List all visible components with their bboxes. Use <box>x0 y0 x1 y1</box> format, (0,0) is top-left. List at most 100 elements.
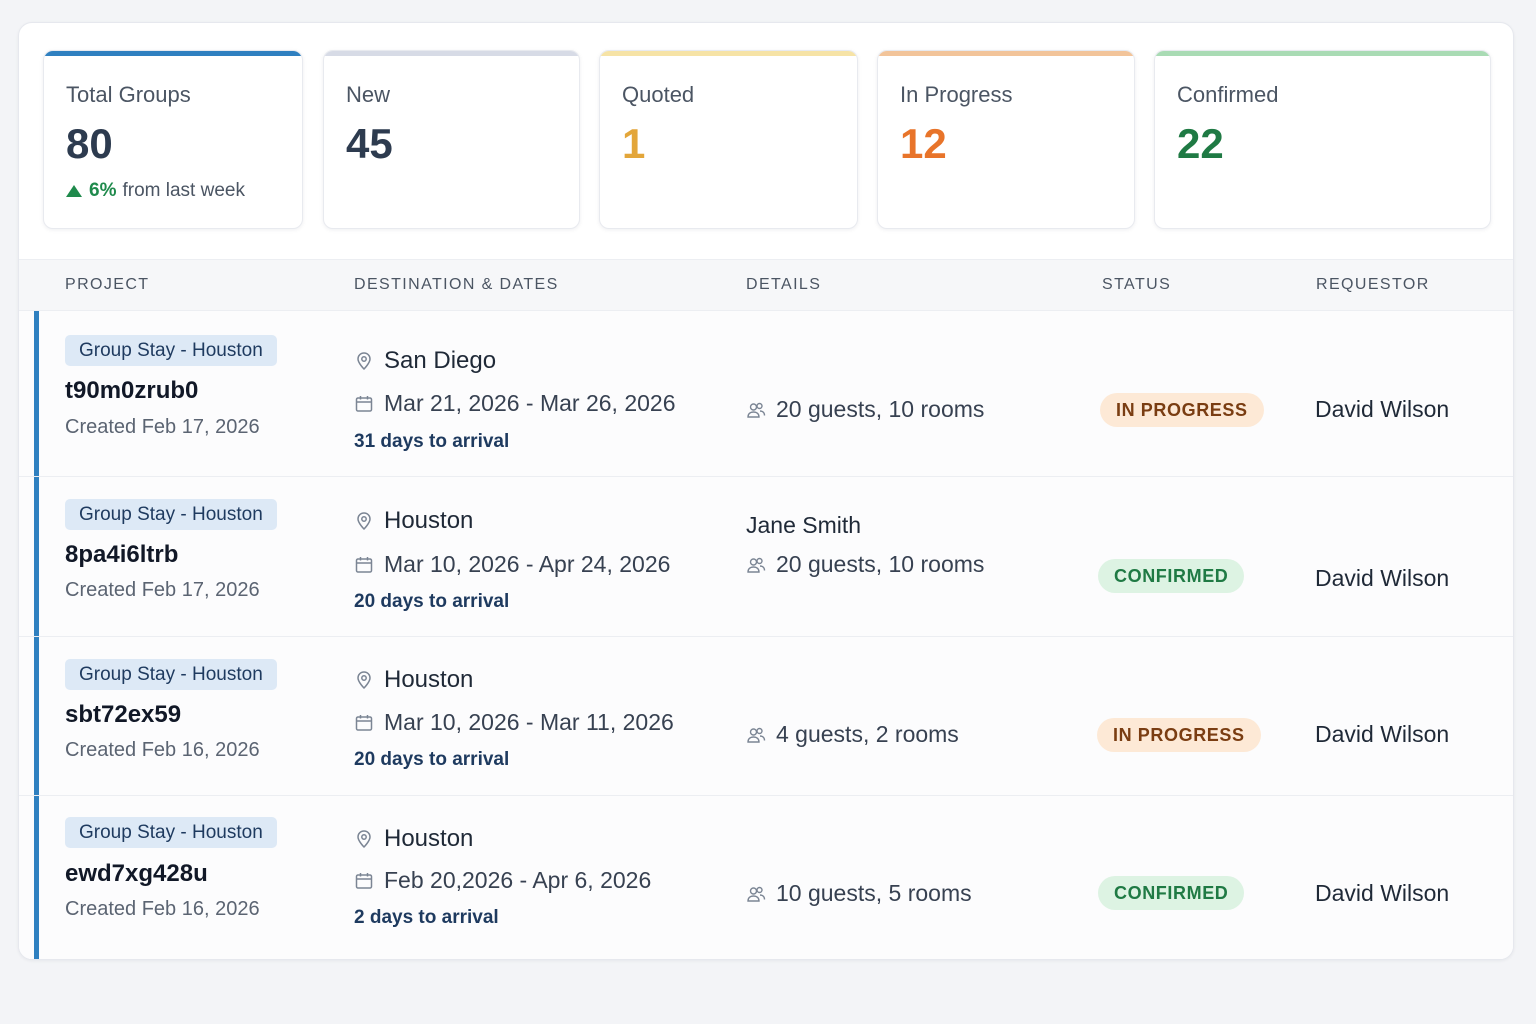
created-date: Created Feb 16, 2026 <box>65 898 260 920</box>
destination-name: Houston <box>384 825 474 852</box>
destination-name: Houston <box>384 666 474 693</box>
guests-icon <box>747 886 766 902</box>
requestor-name: David Wilson <box>1315 565 1450 591</box>
project-tag: Group Stay - Houston <box>65 659 277 690</box>
calendar-icon <box>355 395 373 412</box>
contact-name: Jane Smith <box>746 512 862 538</box>
stats-cards: Total Groups 80 6% from last week New 45… <box>19 23 1513 259</box>
stat-card-new[interactable]: New 45 <box>323 50 580 229</box>
date-range: Mar 21, 2026 - Mar 26, 2026 <box>354 390 676 417</box>
header-requestor[interactable]: REQUESTOR <box>1316 276 1430 293</box>
stat-label: Quoted <box>622 82 695 107</box>
project-tag: Group Stay - Houston <box>65 499 277 530</box>
project-id[interactable]: ewd7xg428u <box>65 860 208 887</box>
guests-icon <box>747 557 766 573</box>
guests-icon <box>747 727 766 743</box>
header-destination[interactable]: DESTINATION & DATES <box>354 276 559 293</box>
stat-value: 1 <box>622 120 646 167</box>
date-range: Feb 20,2026 - Apr 6, 2026 <box>354 867 651 894</box>
location-pin-icon <box>357 830 371 849</box>
stat-card-total[interactable]: Total Groups 80 6% from last week <box>43 50 303 229</box>
stat-accent-bar <box>1155 51 1490 56</box>
location-pin-icon <box>357 512 371 531</box>
row-accent <box>34 796 39 959</box>
guest-details-text: 20 guests, 10 rooms <box>776 551 985 577</box>
table-header: PROJECT DESTINATION & DATES DETAILS STAT… <box>19 259 1513 311</box>
date-range-text: Mar 10, 2026 - Apr 24, 2026 <box>384 551 671 577</box>
guest-details: 20 guests, 10 rooms <box>746 396 984 423</box>
days-to-arrival: 20 days to arrival <box>354 749 510 770</box>
days-to-arrival: 20 days to arrival <box>354 591 510 612</box>
stat-value: 22 <box>1177 120 1224 167</box>
table-row[interactable]: Group Stay - Houston sbt72ex59 Created F… <box>19 637 1513 796</box>
stat-accent-bar <box>878 51 1134 56</box>
destination: Houston <box>354 666 473 694</box>
created-date: Created Feb 17, 2026 <box>65 416 260 438</box>
stat-value: 12 <box>900 120 947 167</box>
stat-value: 45 <box>346 120 393 167</box>
guest-details: 10 guests, 5 rooms <box>746 880 972 907</box>
date-range: Mar 10, 2026 - Mar 11, 2026 <box>354 709 674 736</box>
stat-card-confirmed[interactable]: Confirmed 22 <box>1154 50 1491 229</box>
requestor-name: David Wilson <box>1315 721 1450 747</box>
days-to-arrival: 2 days to arrival <box>354 907 499 928</box>
stat-card-in-progress[interactable]: In Progress 12 <box>877 50 1135 229</box>
guest-details: 20 guests, 10 rooms <box>746 551 984 578</box>
destination: San Diego <box>354 347 496 375</box>
destination-name: San Diego <box>384 347 497 374</box>
requestor-name: David Wilson <box>1315 880 1450 906</box>
date-range-text: Mar 10, 2026 - Mar 11, 2026 <box>384 709 674 735</box>
destination: Houston <box>354 825 473 853</box>
project-tag: Group Stay - Houston <box>65 335 277 366</box>
project-id[interactable]: 8pa4i6ltrb <box>65 541 179 568</box>
date-range: Mar 10, 2026 - Apr 24, 2026 <box>354 551 670 578</box>
header-details[interactable]: DETAILS <box>746 276 822 293</box>
location-pin-icon <box>357 671 371 690</box>
table-row[interactable]: Group Stay - Houston t90m0zrub0 Created … <box>19 311 1513 477</box>
trend-up-icon <box>66 185 82 197</box>
trend-percent: 6% <box>89 180 117 201</box>
groups-panel: Total Groups 80 6% from last week New 45… <box>18 22 1514 960</box>
date-range-text: Feb 20,2026 - Apr 6, 2026 <box>384 867 652 893</box>
destination: Houston <box>354 507 473 535</box>
header-project[interactable]: PROJECT <box>65 276 150 293</box>
stat-accent-bar <box>324 51 579 56</box>
table-row[interactable]: Group Stay - Houston 8pa4i6ltrb Created … <box>19 477 1513 637</box>
row-accent <box>34 637 39 795</box>
status-badge: CONFIRMED <box>1098 876 1245 910</box>
stat-trend: 6% from last week <box>66 180 245 202</box>
trend-text: from last week <box>122 180 245 201</box>
guest-details-text: 10 guests, 5 rooms <box>776 880 972 906</box>
project-id[interactable]: t90m0zrub0 <box>65 377 199 404</box>
table-row[interactable]: Group Stay - Houston ewd7xg428u Created … <box>19 796 1513 959</box>
stat-accent-bar <box>600 51 857 56</box>
guest-details-text: 20 guests, 10 rooms <box>776 396 985 422</box>
created-date: Created Feb 17, 2026 <box>65 579 260 601</box>
calendar-icon <box>355 714 373 731</box>
stat-label: New <box>346 82 391 107</box>
guest-details-text: 4 guests, 2 rooms <box>776 721 959 747</box>
header-status[interactable]: STATUS <box>1102 276 1172 293</box>
stat-accent-bar <box>44 51 302 56</box>
guests-icon <box>747 402 766 418</box>
stat-label: In Progress <box>900 82 1013 107</box>
status-badge: IN PROGRESS <box>1100 393 1264 427</box>
location-pin-icon <box>357 352 371 371</box>
date-range-text: Mar 21, 2026 - Mar 26, 2026 <box>384 390 676 416</box>
created-date: Created Feb 16, 2026 <box>65 739 260 761</box>
requestor-name: David Wilson <box>1315 396 1450 422</box>
calendar-icon <box>355 556 373 573</box>
project-id[interactable]: sbt72ex59 <box>65 701 182 728</box>
stat-label: Total Groups <box>66 82 191 107</box>
destination-name: Houston <box>384 507 474 534</box>
stat-value: 80 <box>66 120 113 167</box>
row-accent <box>34 477 39 636</box>
status-badge: CONFIRMED <box>1098 559 1245 593</box>
row-accent <box>34 311 39 476</box>
calendar-icon <box>355 872 373 889</box>
days-to-arrival: 31 days to arrival <box>354 431 510 452</box>
guest-details: 4 guests, 2 rooms <box>746 721 959 748</box>
stat-card-quoted[interactable]: Quoted 1 <box>599 50 858 229</box>
stat-label: Confirmed <box>1177 82 1279 107</box>
status-badge: IN PROGRESS <box>1097 718 1261 752</box>
